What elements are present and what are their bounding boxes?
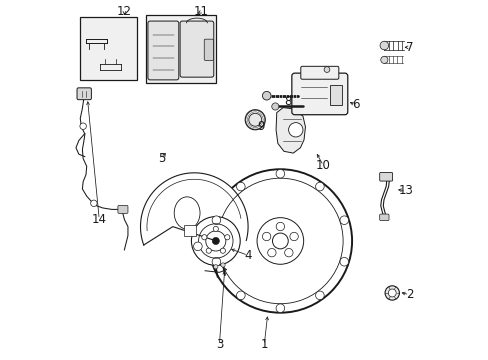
Circle shape	[202, 235, 206, 240]
Text: 4: 4	[244, 249, 251, 262]
Circle shape	[224, 235, 229, 240]
Circle shape	[212, 257, 220, 266]
Text: 5: 5	[158, 152, 165, 165]
Circle shape	[387, 289, 395, 297]
Circle shape	[267, 248, 276, 257]
Text: 9: 9	[256, 120, 264, 133]
FancyBboxPatch shape	[180, 21, 213, 77]
Circle shape	[220, 248, 225, 253]
Circle shape	[339, 257, 348, 266]
Circle shape	[262, 91, 270, 100]
Bar	[329, 85, 342, 105]
Text: 7: 7	[405, 41, 412, 54]
Circle shape	[315, 291, 324, 300]
Text: 11: 11	[194, 5, 208, 18]
Circle shape	[236, 182, 244, 191]
Bar	[183, 225, 196, 235]
Text: 13: 13	[398, 184, 412, 197]
Ellipse shape	[174, 197, 200, 229]
Circle shape	[212, 216, 220, 225]
Circle shape	[380, 56, 387, 63]
Circle shape	[276, 304, 284, 312]
FancyBboxPatch shape	[148, 21, 179, 80]
FancyBboxPatch shape	[204, 39, 213, 60]
Circle shape	[289, 232, 298, 241]
Circle shape	[262, 232, 270, 241]
Circle shape	[339, 216, 348, 225]
Circle shape	[271, 103, 278, 110]
Circle shape	[193, 242, 202, 251]
Circle shape	[244, 110, 265, 130]
Circle shape	[221, 263, 224, 267]
Text: 3: 3	[215, 338, 223, 351]
Circle shape	[272, 233, 287, 249]
Circle shape	[213, 226, 218, 231]
Polygon shape	[140, 173, 247, 245]
Circle shape	[212, 237, 219, 244]
Bar	[80, 17, 137, 80]
FancyBboxPatch shape	[300, 66, 338, 79]
FancyBboxPatch shape	[77, 88, 91, 100]
Circle shape	[191, 217, 240, 265]
Circle shape	[284, 248, 292, 257]
Text: 14: 14	[92, 213, 106, 226]
FancyBboxPatch shape	[379, 172, 392, 181]
Text: 8: 8	[283, 95, 291, 108]
Circle shape	[90, 200, 97, 207]
Circle shape	[276, 170, 284, 178]
Text: 6: 6	[351, 98, 359, 111]
Circle shape	[276, 222, 284, 231]
Text: 2: 2	[405, 288, 412, 301]
Polygon shape	[276, 108, 305, 153]
Circle shape	[80, 123, 86, 130]
Text: 10: 10	[315, 159, 330, 172]
Text: 12: 12	[117, 5, 132, 18]
Circle shape	[208, 169, 351, 313]
Circle shape	[384, 286, 399, 300]
FancyBboxPatch shape	[118, 206, 128, 213]
Circle shape	[248, 113, 261, 126]
Circle shape	[324, 67, 329, 72]
FancyBboxPatch shape	[379, 214, 388, 221]
Bar	[145, 15, 215, 83]
FancyBboxPatch shape	[291, 73, 347, 115]
Circle shape	[379, 41, 388, 50]
Circle shape	[206, 248, 211, 253]
Circle shape	[315, 182, 324, 191]
Circle shape	[288, 123, 303, 137]
Text: 1: 1	[260, 338, 267, 351]
Circle shape	[213, 265, 218, 269]
Circle shape	[236, 291, 244, 300]
